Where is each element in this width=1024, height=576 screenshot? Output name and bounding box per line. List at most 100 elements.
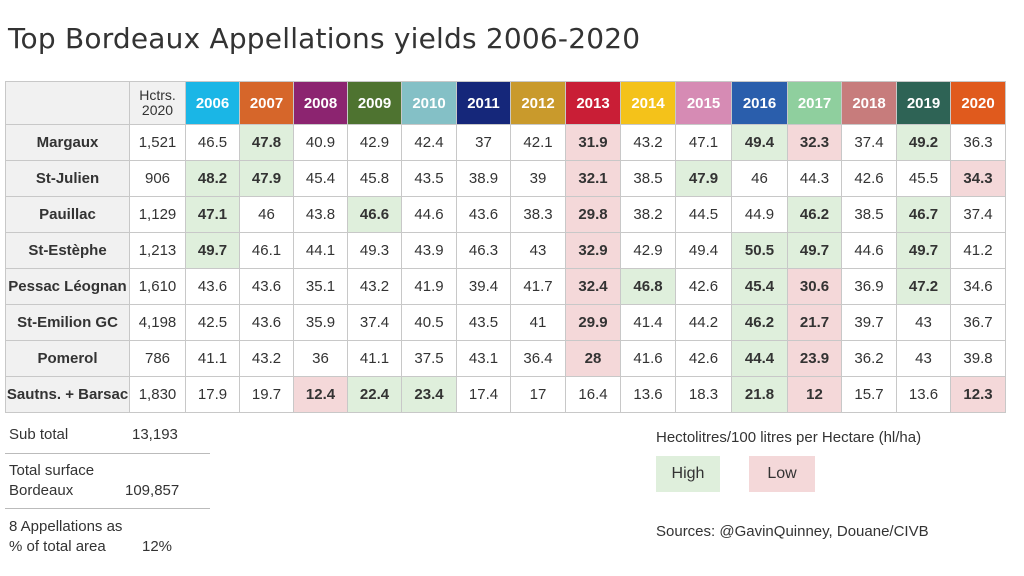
table-row: St-Julien 906 48.2 47.9 45.4 45.8 43.5 38.9 39 32… <box>5 160 1006 197</box>
yield-cell: 44.1 <box>293 232 348 269</box>
yield-cell: 46.3 <box>456 232 511 269</box>
yield-cell: 35.1 <box>293 268 348 305</box>
yield-cell: 45.4 <box>731 268 788 305</box>
yield-cell: 32.4 <box>565 268 621 305</box>
year-header-2006: 2006 <box>185 81 240 125</box>
yield-cell: 49.2 <box>896 124 951 161</box>
yield-cell: 43 <box>510 232 566 269</box>
yield-cell: 17.4 <box>456 376 511 413</box>
yield-cell: 42.6 <box>675 340 732 377</box>
yield-cell: 42.5 <box>185 304 240 341</box>
yield-cell: 48.2 <box>185 160 240 197</box>
year-header-2019: 2019 <box>896 81 951 125</box>
yield-cell: 47.1 <box>185 196 240 233</box>
hctrs-header-line2: 2020 <box>141 102 174 118</box>
yield-cell: 19.7 <box>239 376 294 413</box>
yield-cell: 37.4 <box>347 304 402 341</box>
yield-cell: 41.1 <box>185 340 240 377</box>
yield-cell: 46.1 <box>239 232 294 269</box>
yield-cell: 47.1 <box>675 124 732 161</box>
yield-cell: 13.6 <box>896 376 951 413</box>
year-header-2015: 2015 <box>675 81 732 125</box>
yield-cell: 43.9 <box>401 232 457 269</box>
yield-cell: 43.6 <box>185 268 240 305</box>
yield-cell: 28 <box>565 340 621 377</box>
yield-cell: 49.7 <box>185 232 240 269</box>
hctrs-value: 1,830 <box>129 376 186 413</box>
table-row: St-Estèphe 1,213 49.7 46.1 44.1 49.3 43.9 46.3 4… <box>5 232 1006 269</box>
yield-cell: 12.4 <box>293 376 348 413</box>
yield-cell: 43 <box>896 304 951 341</box>
yield-cell: 36.9 <box>841 268 897 305</box>
yield-cell: 39.4 <box>456 268 511 305</box>
yield-cell: 17 <box>510 376 566 413</box>
yield-cell: 46.7 <box>896 196 951 233</box>
yield-cell: 18.3 <box>675 376 732 413</box>
table-row: Pessac Léognan 1,610 43.6 43.6 35.1 43.2 41.9 3… <box>5 268 1006 305</box>
yield-cell: 50.5 <box>731 232 788 269</box>
legend-high: High <box>656 456 720 492</box>
yield-cell: 34.6 <box>950 268 1006 305</box>
yield-cell: 43.8 <box>293 196 348 233</box>
yield-cell: 47.9 <box>675 160 732 197</box>
yield-cell: 38.9 <box>456 160 511 197</box>
yield-cell: 36.3 <box>950 124 1006 161</box>
year-header-2013: 2013 <box>565 81 621 125</box>
hctrs-value: 906 <box>129 160 186 197</box>
hctrs-value: 786 <box>129 340 186 377</box>
yield-cell: 36.7 <box>950 304 1006 341</box>
header-row: Hctrs. 2020 2006 2007 2008 2009 2010 2011 2012… <box>5 81 1006 125</box>
yield-cell: 36 <box>293 340 348 377</box>
hctrs-value: 1,129 <box>129 196 186 233</box>
yield-cell: 32.1 <box>565 160 621 197</box>
appellation-name: St-Emilion GC <box>5 304 130 341</box>
appellation-name: Sautns. + Barsac <box>5 376 130 413</box>
yield-cell: 41.6 <box>620 340 676 377</box>
yield-cell: 43.6 <box>239 268 294 305</box>
year-header-2016: 2016 <box>731 81 788 125</box>
subtotal-value: 13,193 <box>132 426 178 443</box>
yield-cell: 42.4 <box>401 124 457 161</box>
yield-cell: 46.2 <box>731 304 788 341</box>
yield-cell: 12.3 <box>950 376 1006 413</box>
legend-title: Hectolitres/100 litres per Hectare (hl/h… <box>656 429 922 446</box>
pct-label-line1: 8 Appellations as <box>9 518 123 535</box>
yield-cell: 43 <box>896 340 951 377</box>
yield-cell: 37 <box>456 124 511 161</box>
yield-cell: 47.8 <box>239 124 294 161</box>
yield-cell: 44.4 <box>731 340 788 377</box>
yield-cell: 29.9 <box>565 304 621 341</box>
yield-cell: 34.3 <box>950 160 1006 197</box>
yield-cell: 40.5 <box>401 304 457 341</box>
appellation-name: Margaux <box>5 124 130 161</box>
yield-cell: 42.9 <box>347 124 402 161</box>
yield-cell: 45.8 <box>347 160 402 197</box>
yield-cell: 35.9 <box>293 304 348 341</box>
yield-cell: 42.6 <box>841 160 897 197</box>
total-surface-value: 109,857 <box>125 482 180 499</box>
yield-cell: 41.9 <box>401 268 457 305</box>
yield-cell: 23.4 <box>401 376 457 413</box>
yield-cell: 45.5 <box>896 160 951 197</box>
appellation-name: Pauillac <box>5 196 130 233</box>
yield-cell: 47.2 <box>896 268 951 305</box>
appellation-name: St-Estèphe <box>5 232 130 269</box>
yield-cell: 22.4 <box>347 376 402 413</box>
yield-cell: 17.9 <box>185 376 240 413</box>
yield-cell: 41.4 <box>620 304 676 341</box>
yield-cell: 21.8 <box>731 376 788 413</box>
yield-cell: 43.1 <box>456 340 511 377</box>
table-row: St-Emilion GC 4,198 42.5 43.6 35.9 37.4 40.5 43… <box>5 304 1006 341</box>
yield-cell: 44.5 <box>675 196 732 233</box>
yield-cell: 32.3 <box>787 124 842 161</box>
hctrs-value: 1,521 <box>129 124 186 161</box>
yield-cell: 49.7 <box>896 232 951 269</box>
yields-table: Hctrs. 2020 2006 2007 2008 2009 2010 2011 2012… <box>5 81 1006 413</box>
yield-cell: 41.1 <box>347 340 402 377</box>
appellation-name: Pomerol <box>5 340 130 377</box>
yield-cell: 43.5 <box>456 304 511 341</box>
yield-cell: 41.7 <box>510 268 566 305</box>
yield-cell: 36.4 <box>510 340 566 377</box>
yield-cell: 13.6 <box>620 376 676 413</box>
yield-cell: 46 <box>731 160 788 197</box>
